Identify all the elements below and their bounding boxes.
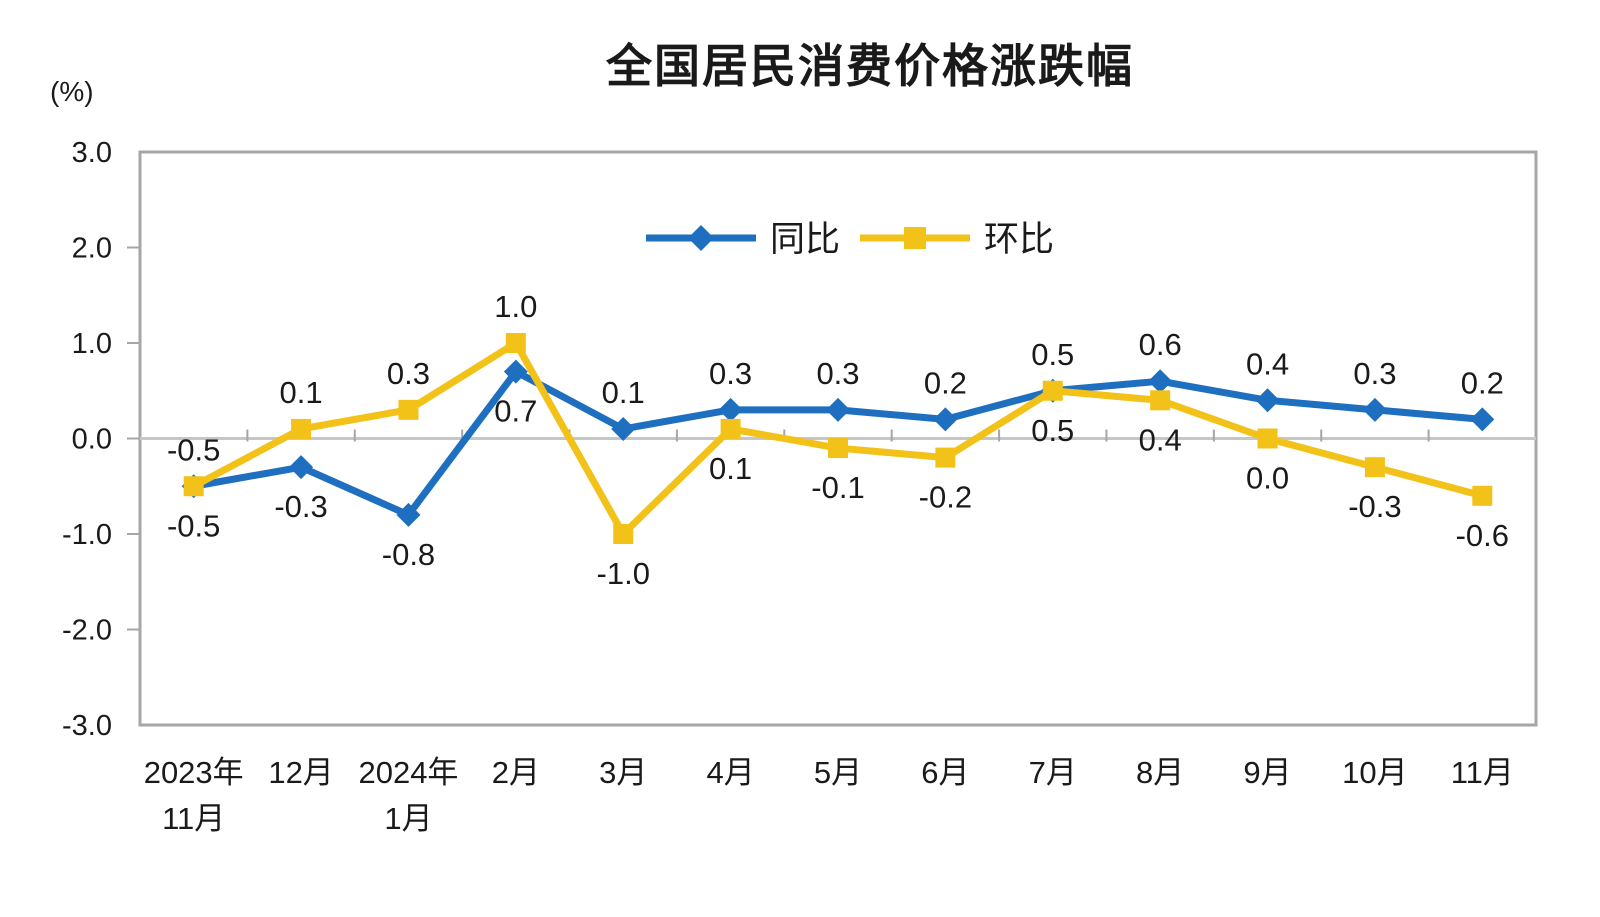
marker-yoy-diamond-icon [718,397,743,422]
marker-mom-square-icon [1150,390,1171,411]
data-label: 0.4 [1246,346,1289,381]
marker-yoy-diamond-icon [1148,369,1173,394]
marker-yoy-diamond-icon [396,502,421,527]
marker-mom-square-icon [183,476,204,497]
x-tick-label: 9月 [1243,755,1291,790]
legend-marker-mom-square-icon [904,227,926,249]
marker-mom-square-icon [398,399,419,420]
data-label: -0.6 [1456,518,1509,553]
data-label: 0.2 [1461,365,1504,400]
data-label: 0.1 [602,375,645,410]
y-axis-unit-label: (%) [50,76,94,107]
marker-yoy-diamond-icon [826,397,850,422]
marker-yoy-diamond-icon [611,416,636,441]
marker-yoy-diamond-icon [1362,397,1387,422]
data-label: -0.8 [382,537,435,572]
marker-yoy-diamond-icon [933,407,958,432]
marker-mom-square-icon [935,447,956,468]
data-label: -0.1 [811,470,864,505]
data-label: 0.0 [1246,461,1289,496]
marker-mom-square-icon [505,333,526,353]
x-tick-label: 2023年 [144,755,244,790]
data-label: 0.4 [1139,422,1182,457]
marker-yoy-diamond-icon [289,455,314,480]
x-tick-label: 11月 [1451,755,1514,790]
data-label: 0.1 [709,451,752,486]
data-label: 0.3 [1353,356,1396,391]
legend-label-mom: 环比 [984,220,1054,259]
x-tick-label: 8月 [1136,755,1184,790]
x-tick-label: 12月 [268,755,333,790]
x-tick-label: 6月 [921,755,969,790]
data-label: 1.0 [494,289,537,324]
x-tick-label: 5月 [814,755,862,790]
data-label: 0.1 [280,375,323,410]
data-label: 0.5 [1031,413,1074,448]
marker-yoy-diamond-icon [1255,388,1280,413]
marker-yoy-diamond-icon [503,359,528,384]
x-tick-label: 3月 [599,755,647,790]
data-label: -0.5 [167,508,220,543]
legend-label-yoy: 同比 [770,220,840,259]
data-label: -0.2 [919,480,972,515]
y-tick-label: -3.0 [62,710,112,742]
marker-mom-square-icon [720,418,741,439]
x-tick-label: 2月 [492,755,540,790]
y-tick-label: 2.0 [72,233,112,265]
marker-mom-square-icon [613,524,634,544]
y-tick-label: -2.0 [62,615,112,647]
marker-mom-square-icon [1364,457,1385,478]
data-label: 0.3 [816,356,859,391]
marker-mom-square-icon [291,418,312,439]
marker-yoy-diamond-icon [1470,407,1495,432]
data-label: -0.5 [167,432,220,467]
marker-mom-square-icon [1257,428,1278,449]
y-tick-label: 1.0 [72,328,112,360]
x-tick-label: 2024年 [358,755,458,790]
marker-mom-square-icon [1042,380,1063,401]
data-label: 0.3 [709,356,752,391]
y-tick-label: -1.0 [62,519,112,551]
marker-mom-square-icon [828,438,848,459]
x-tick-label: 11月 [162,801,225,836]
data-label: 0.5 [1031,337,1074,372]
data-label: 0.7 [494,394,537,429]
y-tick-label: 0.0 [72,424,112,456]
legend-marker-yoy-diamond-icon [688,225,714,251]
data-label: 0.2 [924,365,967,400]
x-tick-label: 7月 [1029,755,1077,790]
data-label: -0.3 [1348,489,1401,524]
x-tick-label: 10月 [1342,755,1407,790]
marker-mom-square-icon [1472,485,1493,506]
data-label: 0.3 [387,356,430,391]
x-tick-label: 4月 [706,755,754,790]
data-label: 0.6 [1139,327,1182,362]
data-label: -1.0 [597,556,650,591]
x-tick-label: 1月 [384,801,432,836]
chart-title: 全国居民消费价格涨跌幅 [606,40,1134,92]
data-label: -0.3 [274,489,327,524]
y-tick-label: 3.0 [72,137,112,169]
